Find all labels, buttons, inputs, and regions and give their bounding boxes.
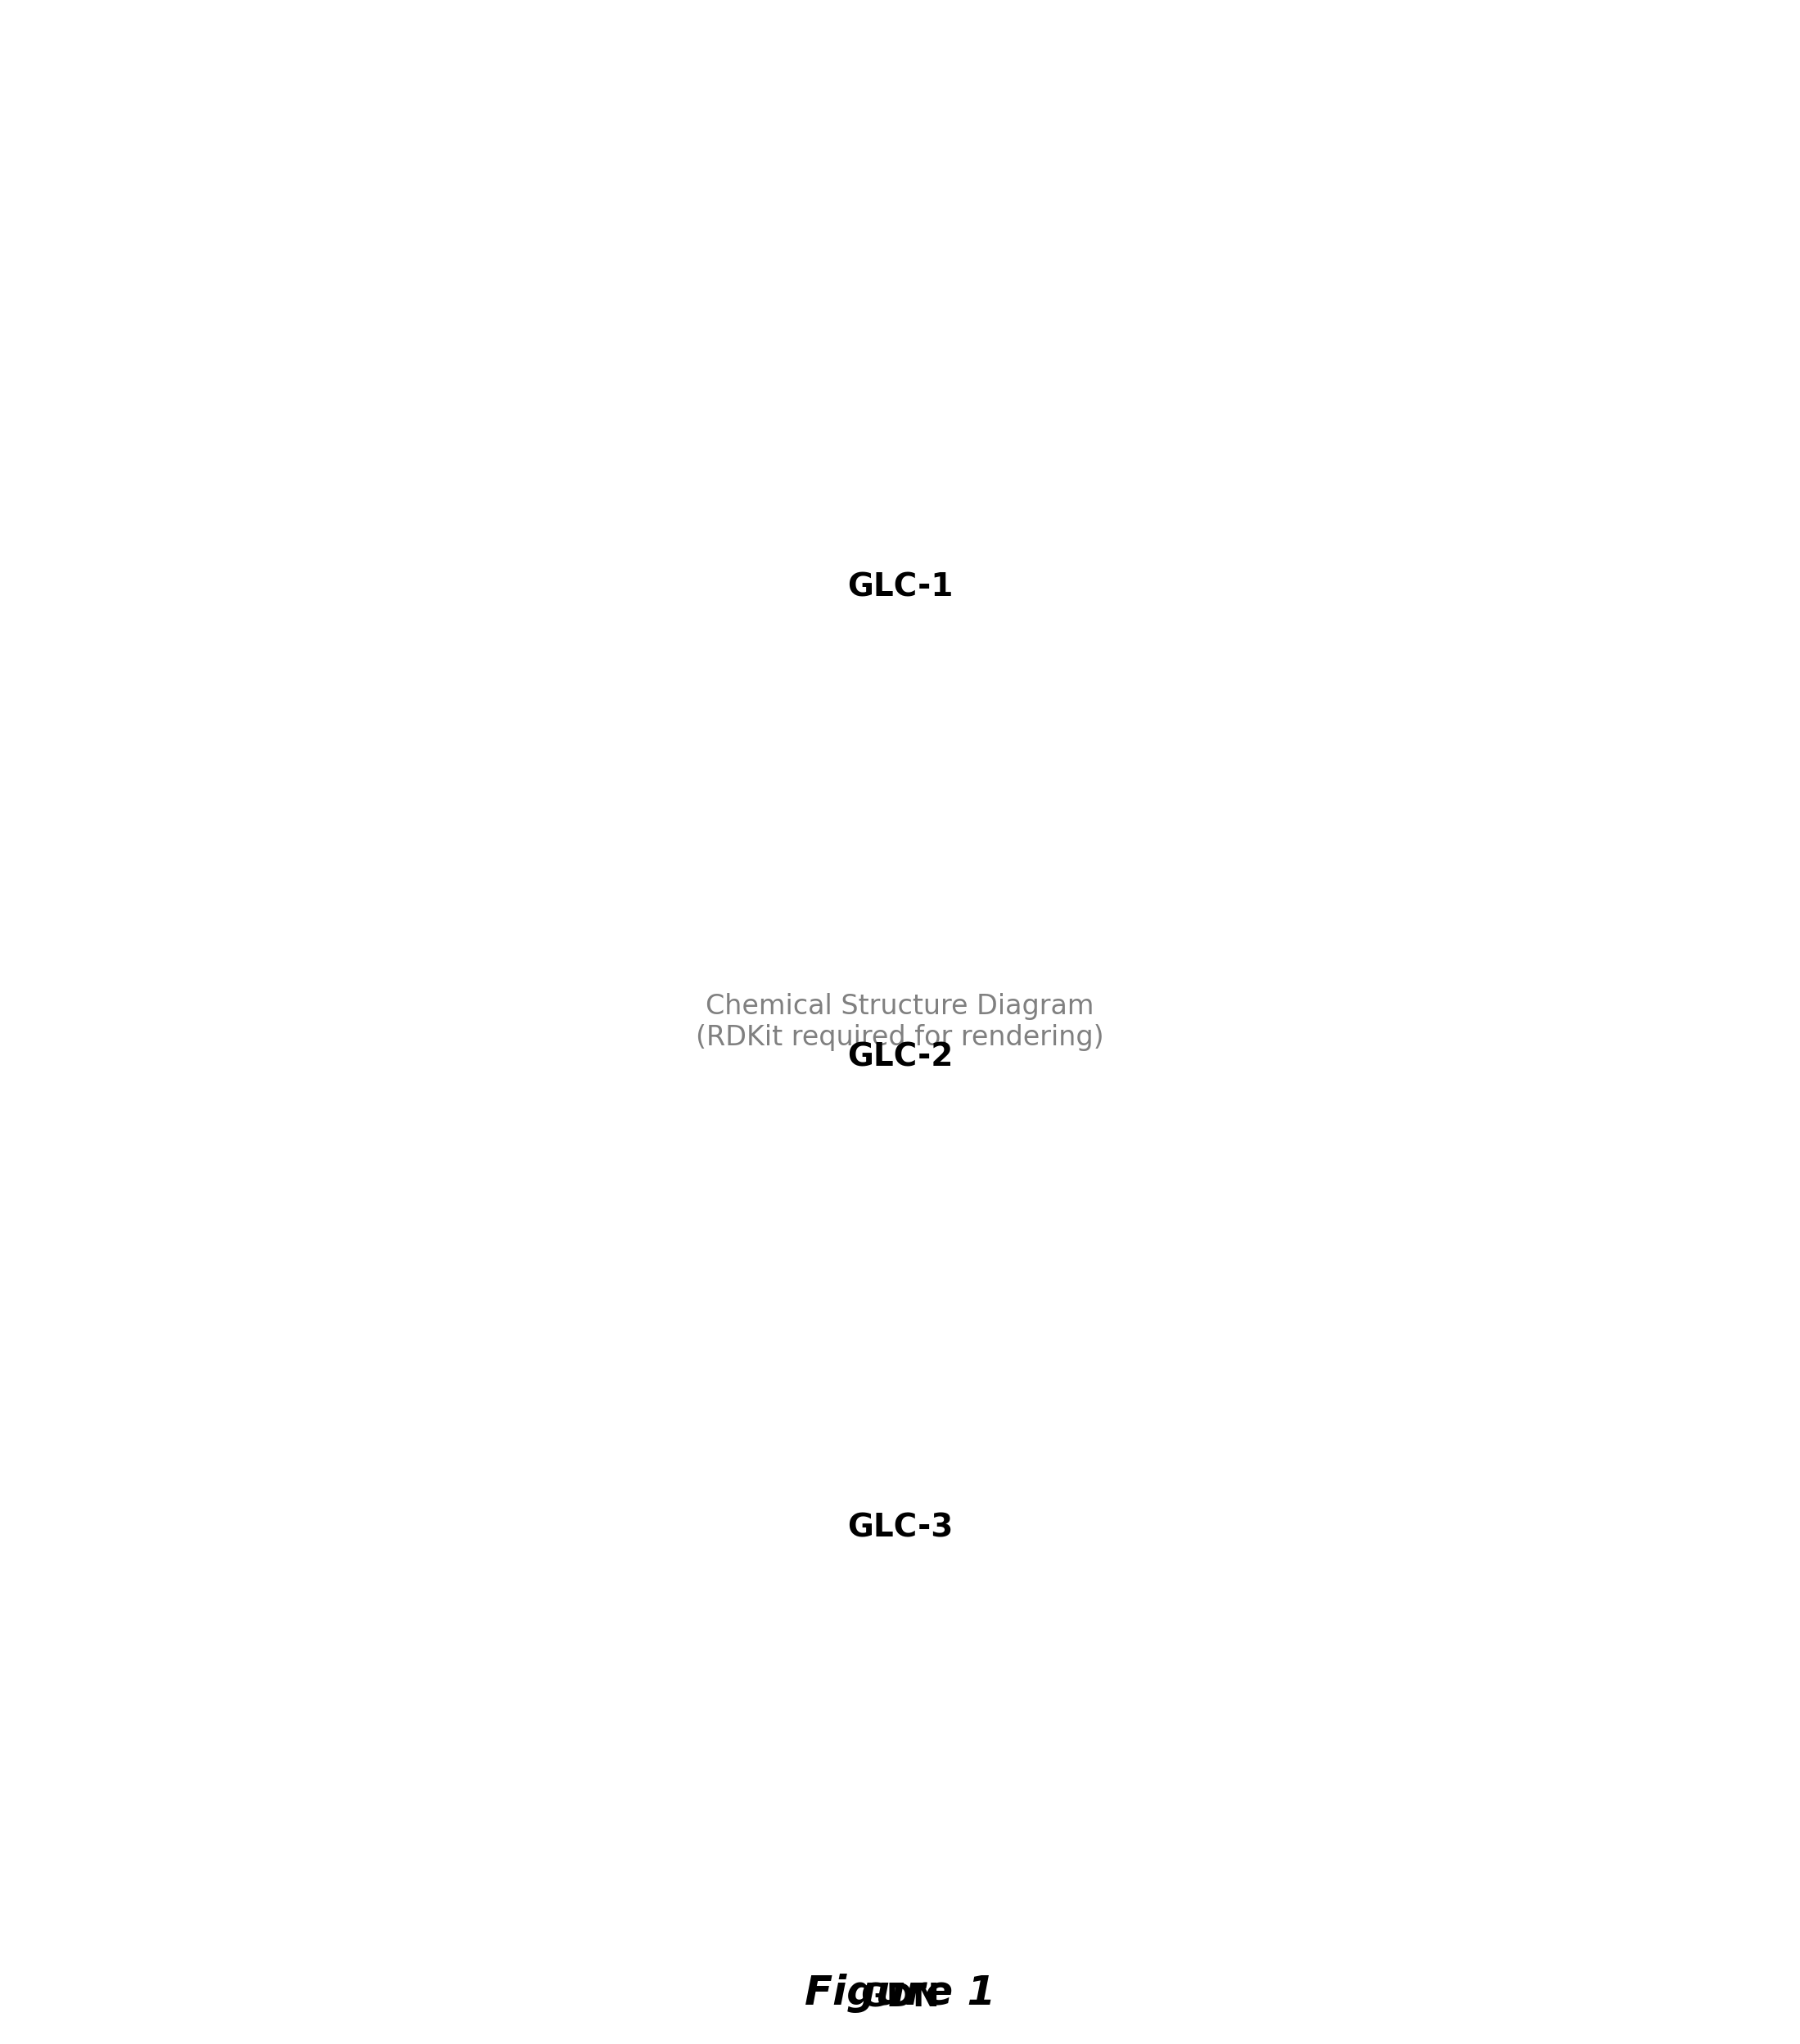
- Text: GLC-3: GLC-3: [848, 1513, 952, 1543]
- Text: GLC-1: GLC-1: [848, 572, 952, 603]
- Text: Chemical Structure Diagram
(RDKit required for rendering): Chemical Structure Diagram (RDKit requir…: [697, 993, 1103, 1051]
- Text: Figure 1: Figure 1: [805, 1972, 995, 2013]
- Text: GLC-2: GLC-2: [848, 1042, 952, 1073]
- Text: GDN: GDN: [860, 1983, 940, 2013]
